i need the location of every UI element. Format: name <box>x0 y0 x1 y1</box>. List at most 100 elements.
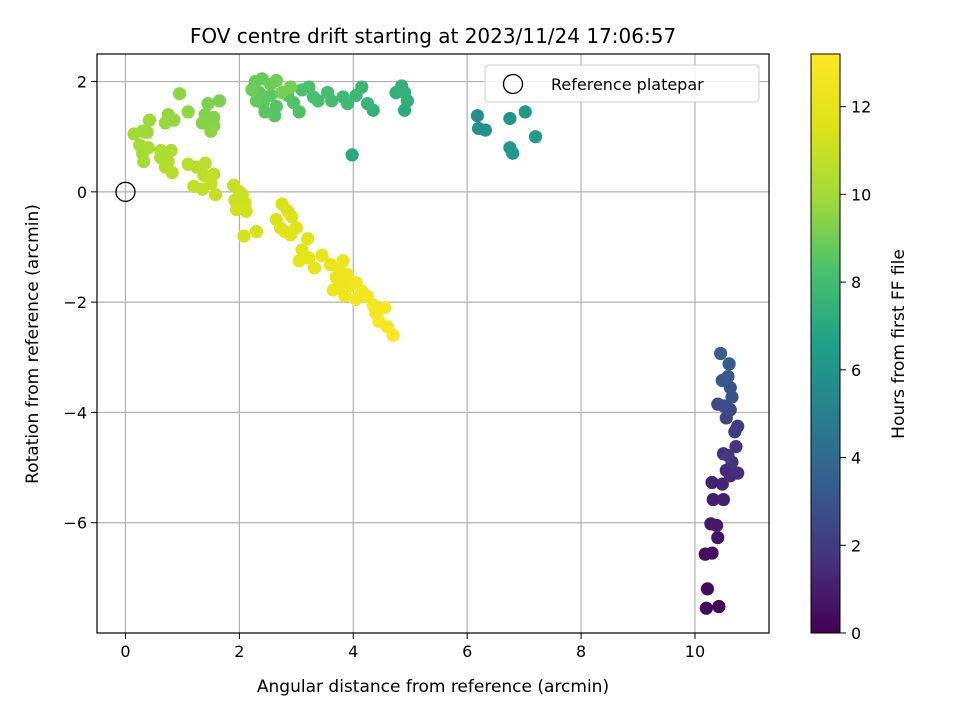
colorbar-tick-label: 8 <box>851 273 861 292</box>
colorbar-tick-label: 12 <box>851 98 871 117</box>
data-point <box>321 86 335 100</box>
data-point <box>204 124 218 138</box>
data-point <box>201 97 215 111</box>
x-tick-label: 8 <box>576 642 586 661</box>
colorbar-tick-label: 10 <box>851 185 871 204</box>
colorbar-tick-label: 0 <box>851 624 861 643</box>
data-point <box>165 165 179 180</box>
data-points <box>115 72 745 615</box>
data-point <box>284 80 298 94</box>
data-point <box>307 261 322 275</box>
data-point <box>336 254 350 268</box>
colorbar-tick-label: 2 <box>851 536 861 555</box>
data-point <box>528 130 543 144</box>
x-tick-label: 0 <box>120 642 130 661</box>
data-point <box>158 116 172 130</box>
data-point <box>295 83 309 97</box>
data-point <box>349 292 363 306</box>
data-point <box>716 492 731 507</box>
x-tick-label: 10 <box>685 642 705 661</box>
legend: Reference platepar <box>484 64 760 103</box>
colorbar-label: Hours from first FF file <box>889 249 909 439</box>
data-point <box>249 224 264 239</box>
data-point <box>518 105 532 119</box>
data-point <box>315 248 329 262</box>
y-tick-label: −4 <box>63 403 87 422</box>
y-tick-label: 0 <box>77 183 87 202</box>
data-point <box>715 477 729 491</box>
data-point <box>731 419 745 433</box>
data-point <box>349 88 363 102</box>
data-point <box>195 116 209 130</box>
data-point <box>377 301 392 315</box>
data-point <box>345 148 359 162</box>
data-point <box>198 156 212 170</box>
legend-label: Reference platepar <box>551 75 704 94</box>
colorbar-tick-label: 6 <box>851 361 861 380</box>
data-point <box>285 210 299 224</box>
y-tick-label: 2 <box>77 73 87 92</box>
data-point <box>721 448 735 463</box>
data-point <box>710 518 724 533</box>
data-point <box>731 466 745 480</box>
data-point <box>397 86 412 100</box>
y-tick-label: −6 <box>63 514 87 533</box>
y-axis-label: Rotation from reference (arcmin) <box>23 204 43 484</box>
data-point <box>204 176 218 191</box>
colorbar-tick-label: 4 <box>851 449 861 468</box>
data-point <box>245 83 259 97</box>
data-point <box>705 475 719 490</box>
legend-reference-marker-icon <box>502 73 524 95</box>
data-point <box>164 143 178 158</box>
x-axis-label: Angular distance from reference (arcmin) <box>257 677 609 697</box>
data-point <box>503 111 517 126</box>
data-point <box>699 601 713 615</box>
data-point <box>292 254 306 268</box>
data-point <box>338 288 352 303</box>
data-point <box>249 94 264 108</box>
data-point <box>706 492 720 507</box>
data-point <box>269 73 283 88</box>
data-point <box>301 232 315 246</box>
legend-box <box>484 64 760 103</box>
data-point <box>306 90 321 104</box>
colorbar-ticks: 0 2 4 6 8 10 12 <box>840 98 871 643</box>
plot-frame <box>96 53 770 634</box>
data-point <box>142 113 156 127</box>
chart-title: FOV centre drift starting at 2023/11/24 … <box>190 24 676 48</box>
data-point <box>721 369 735 384</box>
data-point <box>289 221 303 235</box>
data-point <box>716 399 731 413</box>
data-point <box>478 123 492 137</box>
data-point <box>722 357 736 371</box>
data-point <box>212 94 227 108</box>
data-point <box>360 97 375 111</box>
x-tick-label: 6 <box>462 642 472 661</box>
x-tick-label: 2 <box>234 642 244 661</box>
data-point <box>386 328 400 342</box>
colorbar <box>810 53 841 634</box>
data-point <box>712 599 726 614</box>
reference-platepar-marker <box>115 181 136 203</box>
data-point <box>729 440 743 454</box>
data-point <box>172 87 187 101</box>
data-point <box>340 267 355 282</box>
data-point <box>239 204 253 218</box>
data-point <box>336 90 350 104</box>
axis-ticks: 0 2 4 6 8 10 2 0 −2 −4 −6 <box>63 73 705 661</box>
data-point <box>506 146 520 160</box>
x-tick-label: 4 <box>348 642 358 661</box>
data-point <box>713 346 728 361</box>
data-point <box>700 582 715 596</box>
data-point <box>181 105 195 119</box>
y-tick-label: −2 <box>63 293 87 312</box>
data-point <box>208 188 223 202</box>
data-point <box>711 531 725 545</box>
data-point <box>237 229 251 243</box>
data-point <box>141 141 155 155</box>
data-point <box>137 154 151 169</box>
data-point <box>127 127 141 141</box>
data-point <box>705 546 719 560</box>
data-point <box>470 109 485 123</box>
